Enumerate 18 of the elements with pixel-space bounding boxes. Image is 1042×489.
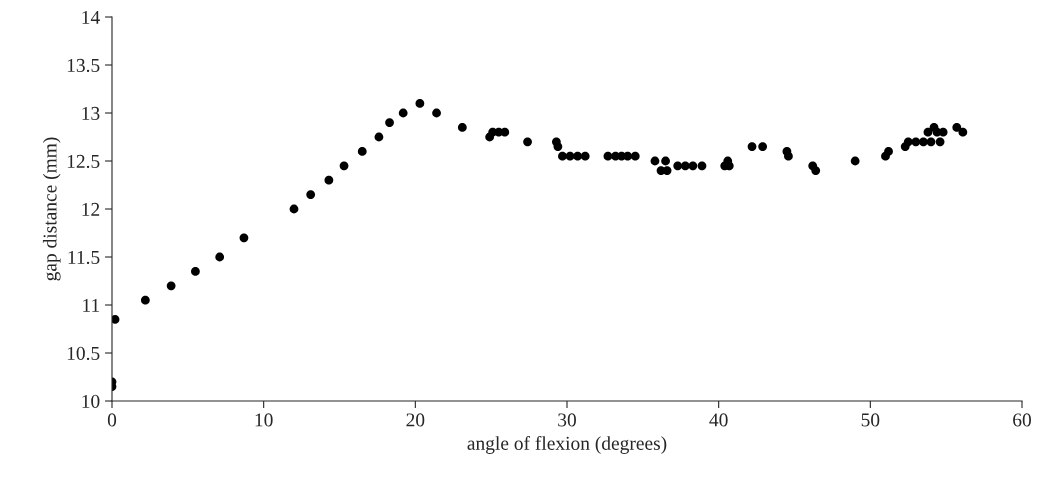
- y-tick-label: 12.5: [67, 154, 100, 169]
- y-tick-label: 12: [82, 202, 100, 216]
- x-tick-label: 0: [107, 413, 117, 427]
- y-tick-label: 10.5: [67, 346, 100, 361]
- y-tick-label: 13: [82, 106, 100, 120]
- x-tick-label: 20: [406, 413, 425, 427]
- y-tick-label: 10: [82, 394, 100, 408]
- x-tick-label: 30: [558, 413, 576, 427]
- y-axis-title: gap distance (mm): [42, 137, 61, 281]
- x-tick-label: 40: [709, 413, 728, 427]
- y-tick-label: 11.5: [68, 250, 100, 265]
- y-tick-label: 14: [82, 10, 100, 24]
- x-axis-title: angle of flexion (degrees): [467, 435, 667, 454]
- x-tick-label: 60: [1013, 413, 1031, 427]
- x-tick-label: 10: [255, 413, 273, 427]
- x-tick-label: 50: [861, 413, 880, 427]
- y-tick-label: 13.5: [67, 58, 100, 73]
- y-tick-label: 11: [83, 298, 100, 312]
